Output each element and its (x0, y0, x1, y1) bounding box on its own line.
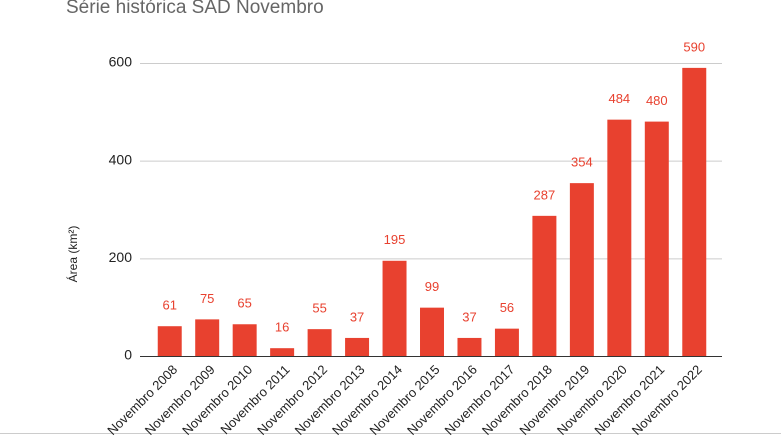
value-label: 354 (571, 155, 593, 170)
y-tick-label: 0 (124, 347, 132, 363)
bar (682, 67, 707, 356)
bar (644, 121, 669, 356)
value-label: 61 (162, 298, 176, 313)
y-axis-label: Área (km²) (65, 226, 80, 283)
value-label: 65 (237, 296, 251, 311)
x-tick-label: Novembro 2022 (629, 362, 705, 438)
value-label: 37 (350, 309, 364, 324)
bar (270, 348, 295, 356)
value-label: 75 (200, 291, 214, 306)
y-tick-label: 200 (109, 249, 133, 265)
bar (569, 183, 594, 356)
bar (345, 337, 370, 356)
value-label: 287 (534, 187, 556, 202)
bar (157, 326, 182, 356)
bar (420, 307, 444, 356)
value-label: 16 (275, 320, 289, 335)
bar (382, 260, 407, 356)
value-label: 55 (312, 301, 326, 316)
bar (457, 337, 482, 356)
chart-title: Série histórica SAD Novembro (66, 0, 324, 18)
bar (607, 119, 632, 356)
bar (195, 319, 220, 356)
y-tick-label: 400 (109, 151, 133, 167)
value-label: 480 (646, 93, 668, 108)
y-tick-label: 600 (109, 54, 133, 70)
bar (307, 329, 332, 356)
value-label: 195 (384, 232, 406, 247)
value-label: 590 (683, 39, 705, 54)
value-label: 56 (500, 300, 514, 315)
bar (494, 328, 519, 356)
bar (232, 324, 257, 356)
value-label: 99 (425, 279, 439, 294)
value-label: 484 (608, 91, 630, 106)
bar (532, 215, 557, 356)
value-label: 37 (462, 309, 476, 324)
